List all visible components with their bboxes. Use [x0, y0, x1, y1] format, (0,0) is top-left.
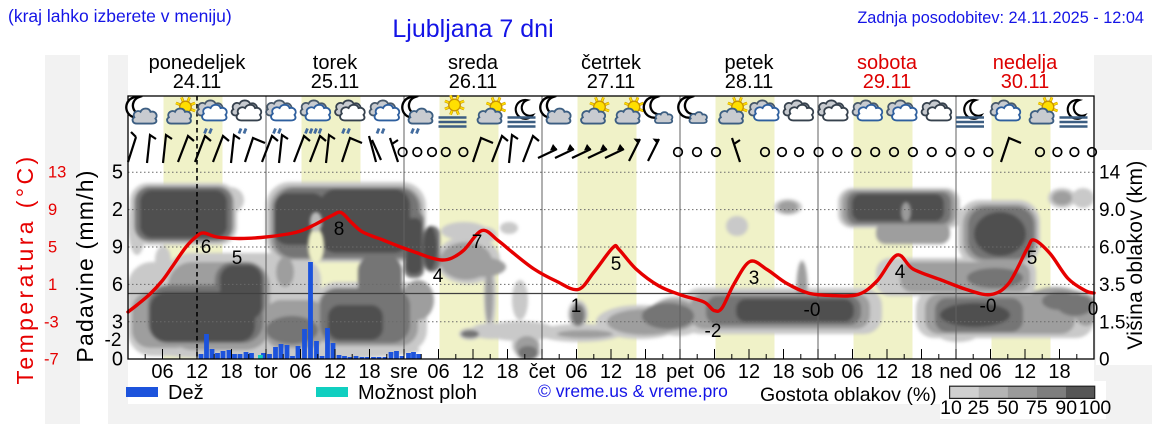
- svg-text:18: 18: [496, 361, 518, 383]
- svg-text:tor: tor: [254, 361, 278, 383]
- svg-text:9: 9: [112, 237, 123, 259]
- svg-text:50: 50: [997, 397, 1019, 419]
- svg-text:28.11: 28.11: [725, 71, 774, 93]
- svg-text:30.11: 30.11: [1001, 71, 1050, 93]
- svg-text:06: 06: [565, 361, 587, 383]
- svg-text:06: 06: [151, 361, 173, 383]
- svg-text:18: 18: [910, 361, 932, 383]
- svg-text:-2: -2: [705, 321, 722, 342]
- svg-text:6.0: 6.0: [1099, 238, 1125, 259]
- svg-text:06: 06: [703, 361, 725, 383]
- svg-text:26.11: 26.11: [449, 71, 498, 93]
- svg-text:6: 6: [112, 274, 123, 296]
- svg-text:Gostota oblakov (%): Gostota oblakov (%): [760, 384, 937, 406]
- svg-text:5: 5: [1027, 248, 1038, 269]
- svg-text:100: 100: [1079, 397, 1112, 419]
- svg-text:6: 6: [201, 237, 212, 258]
- svg-text:nedelja: nedelja: [993, 52, 1058, 74]
- svg-text:18: 18: [220, 361, 242, 383]
- svg-text:5: 5: [112, 162, 123, 184]
- svg-text:-2: -2: [105, 330, 122, 351]
- svg-text:9.0: 9.0: [1099, 200, 1125, 221]
- svg-text:0: 0: [1099, 350, 1110, 371]
- svg-text:Višina oblakov (km): Višina oblakov (km): [1124, 160, 1147, 350]
- svg-text:5: 5: [232, 248, 243, 269]
- svg-text:06: 06: [289, 361, 311, 383]
- svg-text:1: 1: [48, 276, 57, 294]
- svg-text:Temperatura (°C): Temperatura (°C): [12, 153, 38, 384]
- svg-text:4: 4: [433, 266, 444, 287]
- svg-text:sobota: sobota: [857, 52, 918, 74]
- svg-text:25: 25: [968, 397, 990, 419]
- svg-text:12: 12: [600, 361, 622, 383]
- svg-text:čet: čet: [529, 361, 556, 383]
- svg-text:4: 4: [895, 262, 906, 283]
- svg-text:25.11: 25.11: [311, 71, 360, 93]
- svg-text:18: 18: [634, 361, 656, 383]
- svg-text:06: 06: [979, 361, 1001, 383]
- svg-text:četrtek: četrtek: [581, 52, 642, 74]
- svg-text:18: 18: [1048, 361, 1070, 383]
- svg-text:06: 06: [841, 361, 863, 383]
- svg-text:90: 90: [1055, 397, 1077, 419]
- svg-text:3.5: 3.5: [1099, 275, 1125, 296]
- svg-text:75: 75: [1026, 397, 1048, 419]
- svg-text:Možnost ploh: Možnost ploh: [358, 382, 477, 404]
- svg-text:12: 12: [1014, 361, 1036, 383]
- svg-text:(kraj lahko izberete v meniju): (kraj lahko izberete v meniju): [8, 6, 232, 26]
- svg-text:5: 5: [48, 239, 57, 257]
- svg-text:12: 12: [876, 361, 898, 383]
- svg-text:3: 3: [112, 311, 123, 333]
- svg-text:24.11: 24.11: [173, 71, 222, 93]
- svg-text:ponedeljek: ponedeljek: [149, 52, 247, 74]
- svg-text:13: 13: [48, 164, 66, 182]
- svg-text:12: 12: [738, 361, 760, 383]
- svg-text:sob: sob: [802, 361, 834, 383]
- svg-text:3: 3: [749, 268, 760, 289]
- svg-text:8: 8: [334, 219, 345, 240]
- svg-text:-0: -0: [804, 300, 821, 321]
- svg-text:0: 0: [1088, 299, 1099, 320]
- svg-text:14: 14: [1099, 163, 1121, 184]
- svg-text:29.11: 29.11: [863, 71, 912, 93]
- svg-text:12: 12: [462, 361, 484, 383]
- svg-text:Dež: Dež: [168, 382, 204, 404]
- svg-text:torek: torek: [313, 52, 358, 74]
- svg-text:10: 10: [940, 397, 962, 419]
- svg-text:-0: -0: [980, 296, 997, 317]
- svg-text:18: 18: [358, 361, 380, 383]
- svg-text:Ljubljana 7 dni: Ljubljana 7 dni: [392, 15, 553, 43]
- svg-text:5: 5: [611, 254, 622, 275]
- svg-text:12: 12: [324, 361, 346, 383]
- svg-text:1.5: 1.5: [1099, 312, 1125, 333]
- svg-text:-7: -7: [44, 351, 59, 369]
- svg-text:1: 1: [571, 296, 582, 317]
- svg-text:9: 9: [48, 201, 57, 219]
- svg-text:06: 06: [427, 361, 449, 383]
- svg-text:18: 18: [772, 361, 794, 383]
- svg-text:Padavine (mm/h): Padavine (mm/h): [72, 169, 98, 362]
- svg-text:pet: pet: [666, 361, 694, 383]
- svg-text:27.11: 27.11: [587, 71, 636, 93]
- svg-text:petek: petek: [725, 52, 775, 74]
- svg-text:Zadnja posodobitev: 24.11.2025: Zadnja posodobitev: 24.11.2025 - 12:04: [857, 9, 1144, 27]
- svg-text:sreda: sreda: [448, 52, 499, 74]
- svg-text:12: 12: [186, 361, 208, 383]
- svg-text:7: 7: [472, 232, 483, 253]
- svg-text:ned: ned: [939, 361, 972, 383]
- svg-text:0: 0: [112, 349, 123, 371]
- svg-text:sre: sre: [390, 361, 418, 383]
- svg-text:2: 2: [112, 199, 123, 221]
- svg-text:-3: -3: [44, 313, 59, 331]
- svg-text:© vreme.us & vreme.pro: © vreme.us & vreme.pro: [538, 381, 728, 401]
